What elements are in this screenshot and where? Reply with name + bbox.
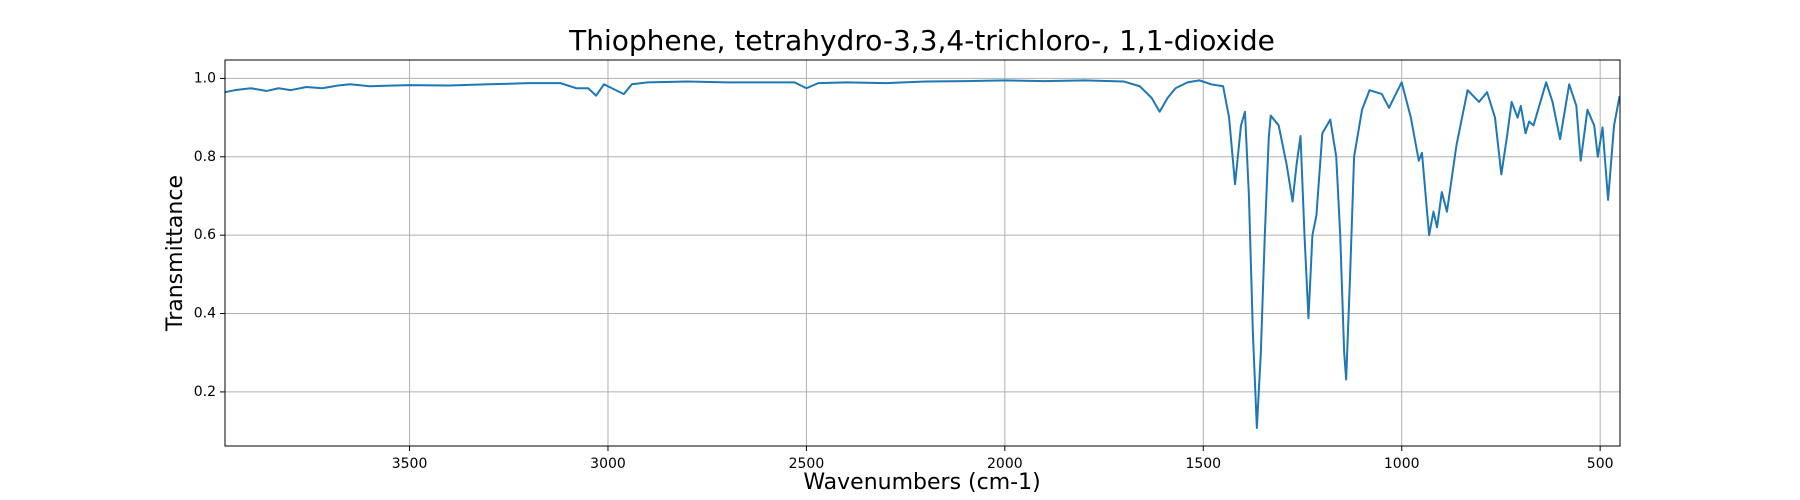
x-tick-label: 2000 [987, 456, 1023, 472]
y-tick-label: 0.2 [194, 384, 216, 400]
y-tick-label: 0.4 [194, 306, 216, 322]
chart-title: Thiophene, tetrahydro-3,3,4-trichloro-, … [568, 24, 1275, 57]
y-tick-label: 0.8 [194, 149, 216, 165]
x-tick-label: 500 [1587, 456, 1614, 472]
spectrum-line [225, 79, 1620, 429]
y-tick-label: 0.6 [194, 227, 216, 243]
y-tick-label: 1.0 [194, 70, 216, 86]
x-axis-label: Wavenumbers (cm-1) [803, 470, 1040, 495]
y-axis-label: Transmittance [163, 175, 188, 332]
x-tick-label: 3500 [392, 456, 428, 472]
plot-frame [224, 59, 1621, 447]
x-tick-label: 2500 [789, 456, 825, 472]
x-tick-label: 3000 [590, 456, 626, 472]
x-tick-label: 1500 [1185, 456, 1221, 472]
x-tick-label: 1000 [1384, 456, 1420, 472]
